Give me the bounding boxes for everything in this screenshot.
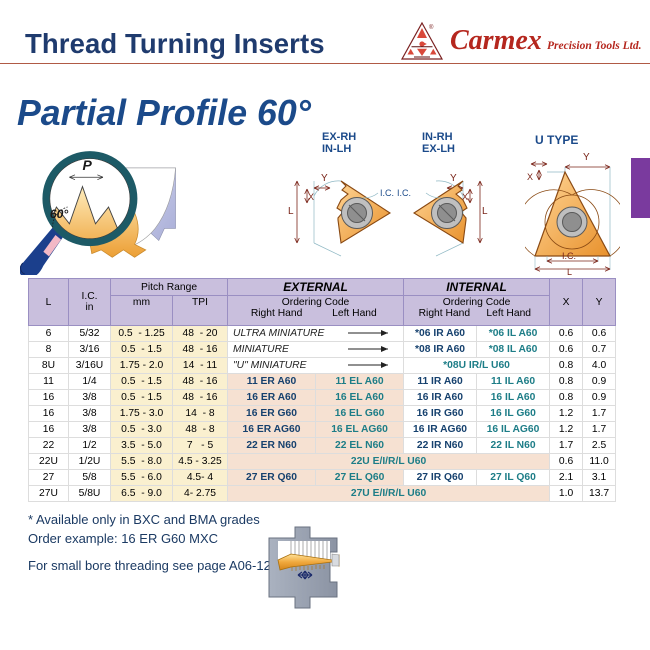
svg-text:®: ® xyxy=(429,24,434,31)
svg-text:X: X xyxy=(527,172,533,182)
svg-text:Y: Y xyxy=(321,173,328,184)
svg-text:L: L xyxy=(567,267,572,277)
svg-text:L: L xyxy=(288,206,294,217)
svg-text:IN-RH: IN-RH xyxy=(422,131,453,143)
svg-text:EX-RH: EX-RH xyxy=(322,131,356,143)
svg-text:EX-LH: EX-LH xyxy=(422,143,455,155)
svg-text:U TYPE: U TYPE xyxy=(535,133,578,147)
svg-text:Y: Y xyxy=(450,173,457,184)
svg-text:I.C.: I.C. xyxy=(562,251,576,261)
svg-text:L: L xyxy=(482,206,488,217)
svg-text:Y: Y xyxy=(583,152,590,163)
svg-text:IN-LH: IN-LH xyxy=(322,143,351,155)
svg-text:60°: 60° xyxy=(50,207,68,221)
svg-text:X: X xyxy=(308,192,314,202)
svg-text:P: P xyxy=(82,157,92,173)
svg-text:I.C.: I.C. xyxy=(397,188,411,198)
